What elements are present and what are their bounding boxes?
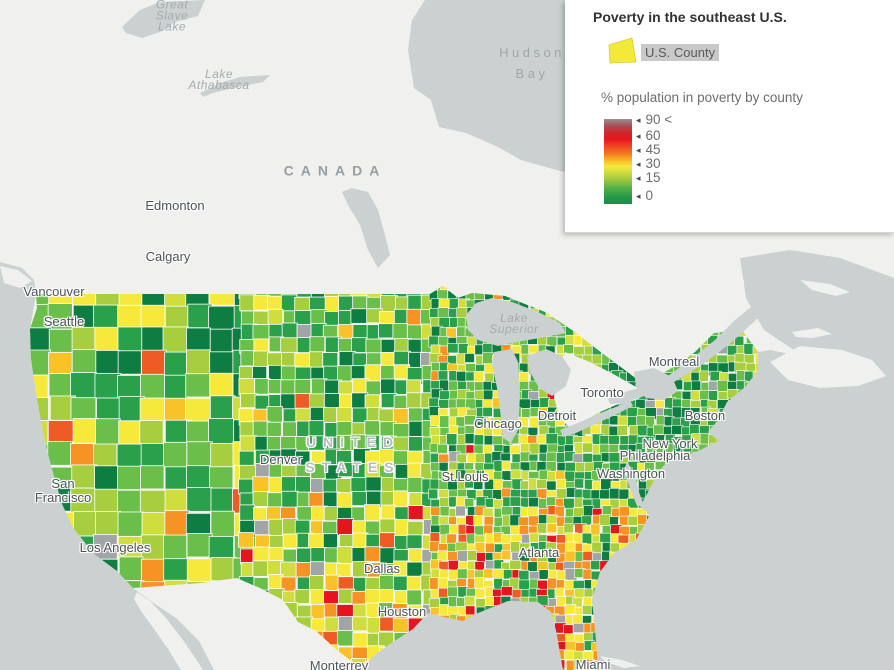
- ramp-tick: ◂ 15: [636, 171, 661, 185]
- ramp-tick: ◂ 45: [636, 143, 661, 157]
- nova-scotia: [770, 346, 886, 388]
- anticosti-island: [800, 280, 850, 296]
- tick-arrow-icon: ◂: [636, 145, 641, 155]
- lake-ontario-water: [608, 386, 656, 404]
- lake-michigan-water: [492, 349, 520, 443]
- tick-arrow-icon: ◂: [636, 173, 641, 183]
- tick-arrow-icon: ◂: [636, 191, 641, 201]
- county-polygon-swatch: [608, 37, 637, 64]
- canada-land-patches: [440, 280, 744, 428]
- tick-value: 15: [645, 170, 661, 185]
- bahamas: [600, 656, 640, 668]
- pacific-ocean-water: [0, 262, 214, 670]
- lake-erie-water: [560, 400, 633, 437]
- ramp-title: % population in poverty by county: [601, 90, 803, 105]
- chesapeake-bay-water: [624, 462, 644, 506]
- legend-layer-label[interactable]: U.S. County: [641, 44, 720, 61]
- gulf-of-mexico-water: [345, 601, 563, 670]
- county-layer-swatch-icon: [608, 37, 637, 64]
- tick-value: 90 <: [645, 112, 673, 127]
- ontario-peninsula-patch: [554, 352, 650, 428]
- baja-peninsula: [134, 592, 203, 670]
- lake-winnipeg-water: [342, 188, 390, 268]
- st-lawrence-river-water: [650, 296, 770, 392]
- lake-superior-water: [466, 298, 566, 346]
- tick-arrow-icon: ◂: [636, 131, 641, 141]
- tick-value: 45: [645, 142, 661, 157]
- tick-value: 60: [645, 128, 661, 143]
- legend-panel: Poverty in the southeast U.S. U.S. Count…: [565, 0, 894, 233]
- great-slave-lake-water: [122, 0, 205, 38]
- great-lakes-layer: [466, 296, 770, 506]
- ramp-tick: ◂ 90 <: [636, 113, 672, 127]
- lake-huron-water: [527, 349, 571, 396]
- atlantic-ocean-water: [592, 350, 894, 670]
- legend-title: Poverty in the southeast U.S.: [593, 9, 787, 25]
- tick-arrow-icon: ◂: [636, 115, 641, 125]
- tick-arrow-icon: ◂: [636, 159, 641, 169]
- gulf-st-lawrence-water: [740, 250, 894, 368]
- ramp-tick: ◂ 60: [636, 129, 661, 143]
- prince-edward-island: [792, 328, 832, 338]
- canada-border-patch: [440, 280, 744, 384]
- island-layer: [0, 266, 886, 670]
- vancouver-island: [0, 266, 32, 288]
- ramp-tick: ◂ 0: [636, 189, 653, 203]
- tick-value: 30: [645, 156, 661, 171]
- lake-athabasca-water: [200, 75, 270, 97]
- tick-value: 0: [645, 188, 654, 203]
- ramp-tick: ◂ 30: [636, 157, 661, 171]
- color-ramp: [604, 119, 632, 204]
